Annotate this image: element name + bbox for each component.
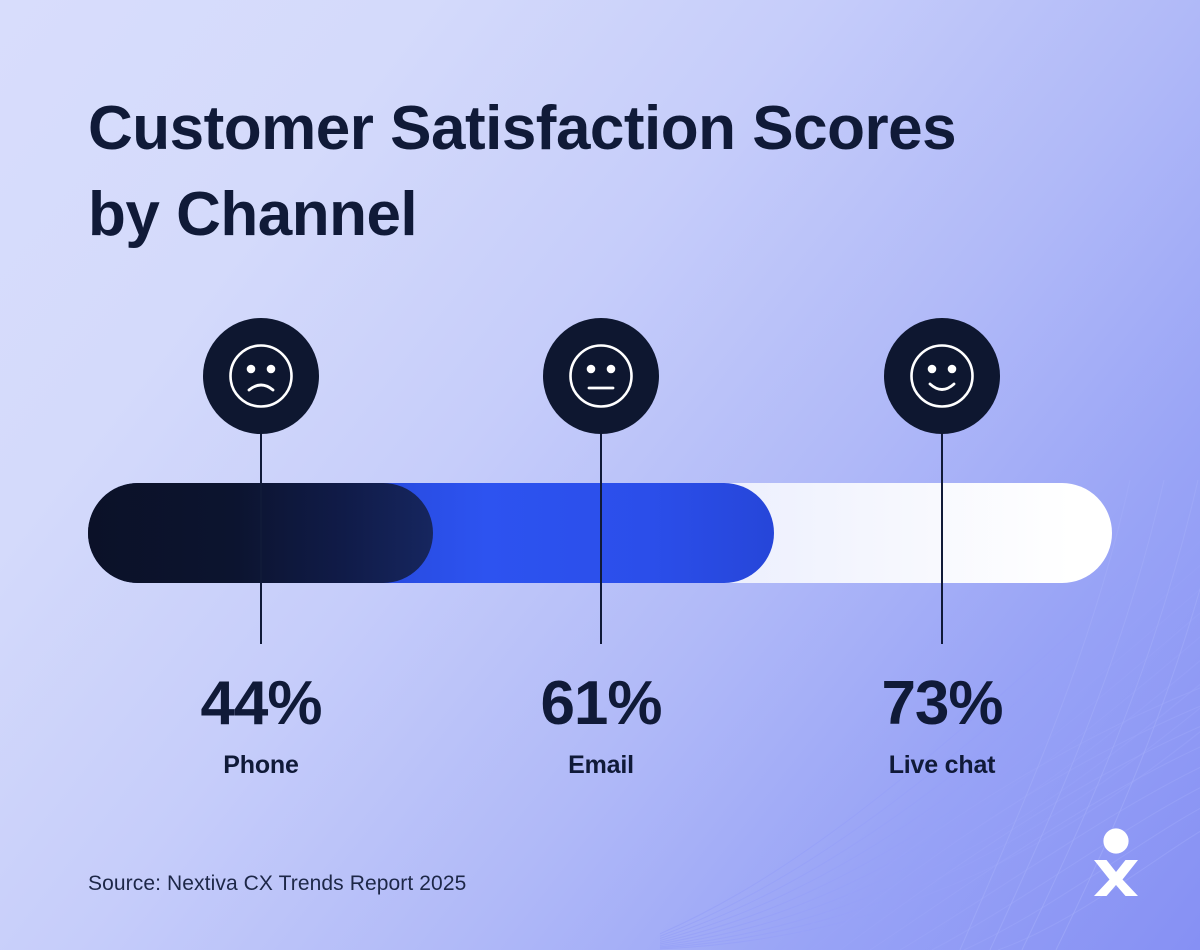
marker-stats-phone: 44% Phone [200,669,322,779]
nextiva-logo-icon [1094,828,1138,896]
marker-label-phone: Phone [223,751,299,779]
sad-face-icon [203,318,319,434]
happy-face-icon [884,318,1000,434]
marker-value-phone: 44% [200,669,322,738]
marker-stats-email: 61% Email [540,669,662,779]
page-title: Customer Satisfaction Scores by Channel [88,94,957,249]
marker-stats-live-chat: 73% Live chat [881,669,1003,779]
marker-value-live-chat: 73% [881,669,1003,738]
neutral-face-icon [543,318,659,434]
connector-line-email [600,422,603,644]
source-note: Source: Nextiva CX Trends Report 2025 [88,872,467,895]
marker-value-email: 61% [540,669,662,738]
marker-label-email: Email [568,751,634,779]
connector-line-phone [260,422,263,644]
marker-label-live-chat: Live chat [888,751,996,779]
connector-line-live-chat [941,422,944,644]
